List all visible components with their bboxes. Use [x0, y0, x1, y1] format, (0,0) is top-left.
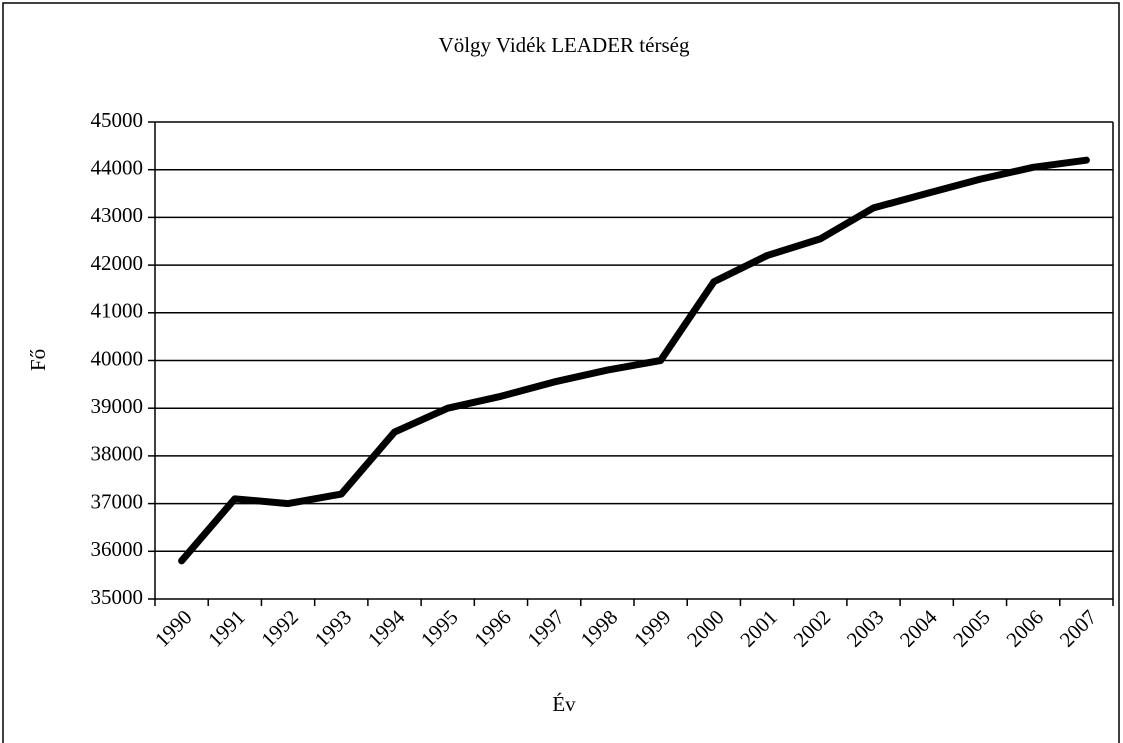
y-tick-label: 37000: [91, 489, 144, 513]
y-tick-label: 45000: [91, 108, 144, 132]
y-tick-label: 42000: [91, 251, 144, 275]
y-axis-title: Fő: [26, 349, 50, 371]
y-tick-label: 36000: [91, 537, 144, 561]
x-axis-title: Év: [552, 692, 576, 716]
y-tick-label: 35000: [91, 585, 144, 609]
y-tick-label: 38000: [91, 442, 144, 466]
chart-title: Völgy Vidék LEADER térség: [439, 33, 690, 57]
y-tick-label: 40000: [91, 346, 144, 370]
y-tick-label: 41000: [91, 299, 144, 323]
data-line: [178, 156, 1090, 565]
y-tick-label: 43000: [91, 203, 144, 227]
y-tick-label: 39000: [91, 394, 144, 418]
y-tick-label: 44000: [91, 156, 144, 180]
